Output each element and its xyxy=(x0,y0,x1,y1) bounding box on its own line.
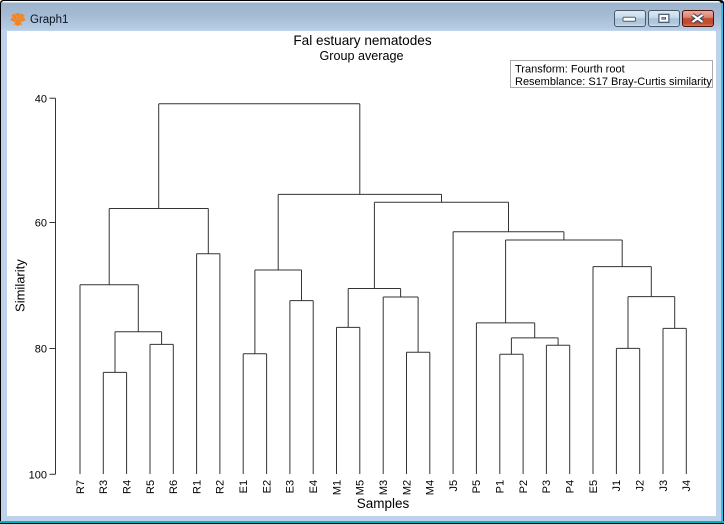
svg-text:60: 60 xyxy=(35,218,47,230)
svg-text:100: 100 xyxy=(29,470,47,482)
svg-text:P4: P4 xyxy=(565,480,577,493)
svg-text:40: 40 xyxy=(35,93,47,105)
svg-text:M5: M5 xyxy=(355,480,367,495)
svg-text:R1: R1 xyxy=(191,480,203,494)
svg-text:Fal estuary nematodes: Fal estuary nematodes xyxy=(293,33,431,48)
svg-text:Samples: Samples xyxy=(357,496,410,511)
svg-text:R5: R5 xyxy=(145,480,157,494)
svg-text:R4: R4 xyxy=(121,480,133,494)
svg-text:R7: R7 xyxy=(75,480,87,494)
svg-text:M2: M2 xyxy=(401,480,413,495)
svg-text:E5: E5 xyxy=(588,480,600,493)
svg-text:Group average: Group average xyxy=(319,49,403,63)
svg-text:P3: P3 xyxy=(541,480,553,493)
svg-text:J1: J1 xyxy=(611,480,623,492)
svg-text:M3: M3 xyxy=(378,480,390,495)
svg-text:J2: J2 xyxy=(635,480,647,492)
svg-text:M4: M4 xyxy=(425,480,437,495)
svg-text:P2: P2 xyxy=(518,480,530,493)
svg-text:Similarity: Similarity xyxy=(13,259,28,312)
svg-text:Transform: Fourth root: Transform: Fourth root xyxy=(515,64,625,76)
svg-text:R6: R6 xyxy=(168,480,180,494)
svg-text:E3: E3 xyxy=(285,480,297,493)
svg-text:J4: J4 xyxy=(681,480,693,492)
svg-text:M1: M1 xyxy=(331,480,343,495)
svg-text:J5: J5 xyxy=(448,480,460,492)
svg-text:P5: P5 xyxy=(471,480,483,493)
svg-text:R2: R2 xyxy=(215,480,227,494)
svg-text:E2: E2 xyxy=(261,480,273,493)
svg-text:E1: E1 xyxy=(238,480,250,493)
svg-text:80: 80 xyxy=(35,344,47,356)
svg-text:P1: P1 xyxy=(495,480,507,493)
svg-text:R3: R3 xyxy=(98,480,110,494)
svg-text:J3: J3 xyxy=(658,480,670,492)
svg-text:Resemblance: S17 Bray-Curtis s: Resemblance: S17 Bray-Curtis similarity xyxy=(515,76,712,88)
svg-text:E4: E4 xyxy=(308,480,320,493)
